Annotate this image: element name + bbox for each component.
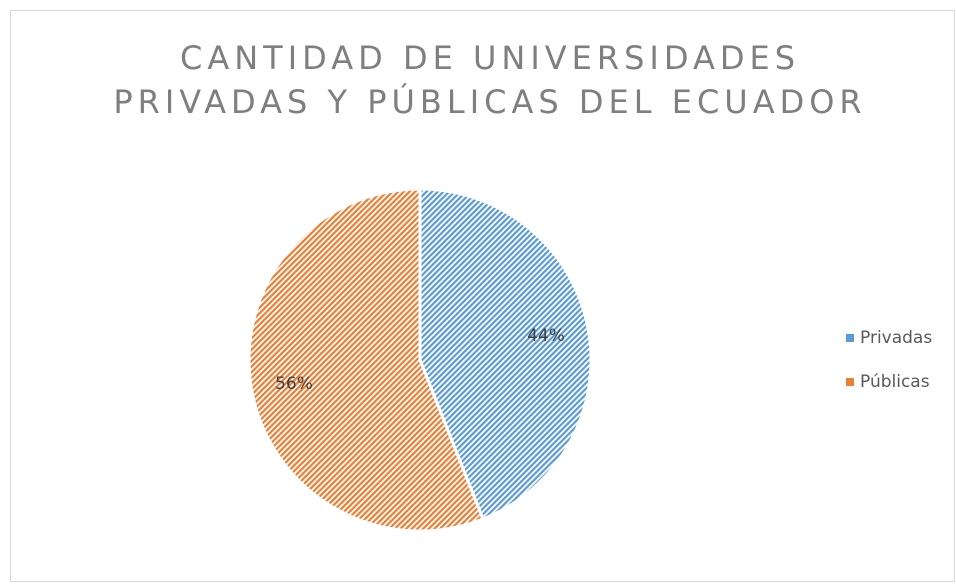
legend-marker bbox=[846, 378, 854, 386]
legend-label: Privadas bbox=[860, 328, 932, 348]
data-label: 44% bbox=[527, 326, 565, 346]
chart-title: CANTIDAD DE UNIVERSIDADES bbox=[180, 39, 800, 77]
pie-slice bbox=[247, 187, 485, 533]
legend-label: Públicas bbox=[860, 372, 930, 392]
chart-title: PRIVADAS Y PÚBLICAS DEL ECUADOR bbox=[113, 82, 866, 121]
pie-slice bbox=[418, 187, 593, 521]
legend-marker bbox=[846, 334, 854, 342]
data-label: 56% bbox=[275, 374, 313, 394]
